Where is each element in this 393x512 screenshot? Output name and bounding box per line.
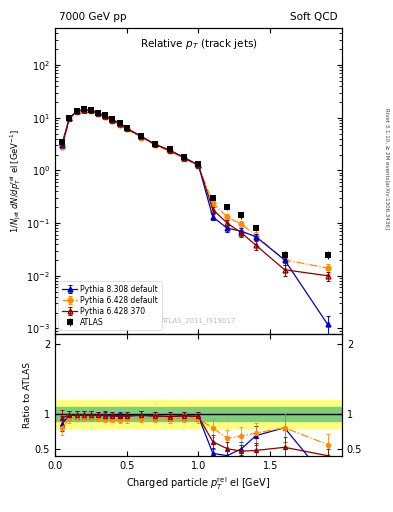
Text: [arXiv:1306.3436]: [arXiv:1306.3436]: [385, 180, 389, 230]
Y-axis label: Ratio to ATLAS: Ratio to ATLAS: [23, 361, 32, 428]
Text: Relative $p_T$ (track jets): Relative $p_T$ (track jets): [140, 37, 257, 51]
Text: Soft QCD: Soft QCD: [290, 11, 338, 22]
Legend: Pythia 8.308 default, Pythia 6.428 default, Pythia 6.428 370, ATLAS: Pythia 8.308 default, Pythia 6.428 defau…: [58, 281, 162, 330]
Bar: [292, 407, 342, 421]
Bar: [55, 400, 292, 428]
Text: Rivet 3.1.10, ≥ 2M events: Rivet 3.1.10, ≥ 2M events: [385, 108, 389, 179]
Bar: [55, 407, 292, 421]
Text: 7000 GeV pp: 7000 GeV pp: [59, 11, 127, 22]
Text: ATLAS_2011_I919017: ATLAS_2011_I919017: [161, 317, 236, 325]
X-axis label: Charged particle $p^\mathrm{rel}_T$ el [GeV]: Charged particle $p^\mathrm{rel}_T$ el […: [127, 475, 270, 492]
Y-axis label: $1/N_\mathrm{jet}\;dN/dp^\mathrm{rel}_T\;\mathrm{el\;[GeV}^{-1}]$: $1/N_\mathrm{jet}\;dN/dp^\mathrm{rel}_T\…: [9, 129, 24, 233]
Bar: [292, 400, 342, 428]
